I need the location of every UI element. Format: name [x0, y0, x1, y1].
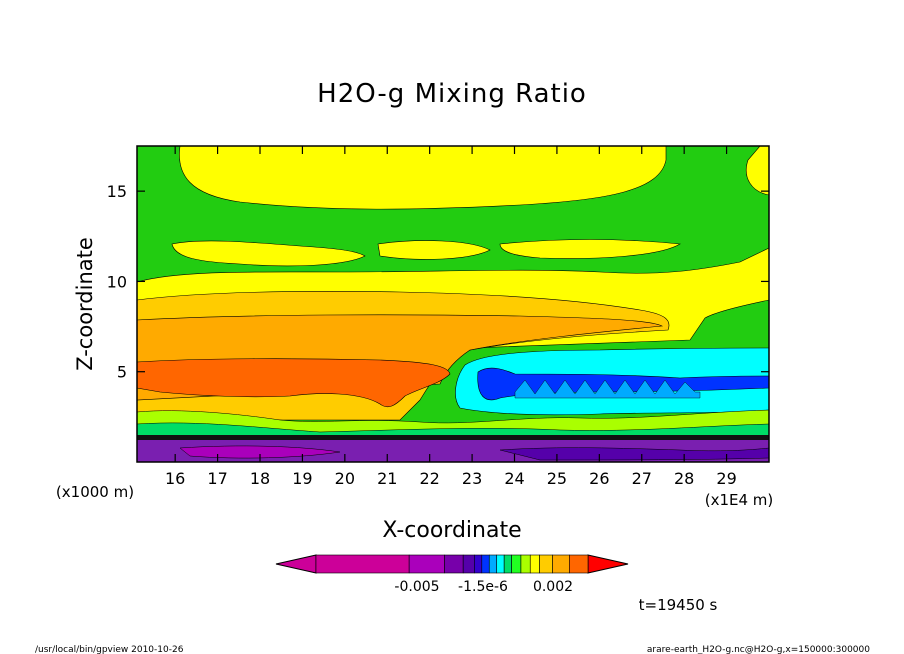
x-tick-label: 18 [250, 469, 270, 488]
colorbar-tick-label: -1.5e-6 [458, 579, 508, 595]
colorbar-tick-label: -0.005 [394, 579, 439, 595]
x-axis-label: X-coordinate [382, 518, 521, 543]
x-tick-label: 17 [207, 469, 227, 488]
low-level-cyan [136, 422, 770, 439]
mid-layer-region-3 [499, 239, 681, 259]
plot-area [136, 145, 770, 463]
y-axis-label: Z-coordinate [73, 237, 97, 371]
x-tick-label: 21 [377, 469, 397, 488]
mid-layer-region-1 [171, 240, 366, 267]
x-tick-label: 25 [547, 469, 567, 488]
x-tick-label: 27 [632, 469, 652, 488]
core-region [136, 358, 451, 408]
x-axis: 16 17 18 19 20 21 22 23 24 25 26 27 28 29 [165, 146, 737, 488]
colorbar-swatch [488, 554, 498, 574]
x-axis-unit: (x1E4 m) [705, 491, 774, 509]
x-tick-label: 19 [292, 469, 312, 488]
colorbar-swatch [520, 554, 531, 574]
y-tick-label: 15 [107, 182, 127, 201]
colorbar-ticks: -0.005 -1.5e-6 0.002 [394, 579, 573, 595]
colorbar-swatch [444, 554, 464, 574]
upper-right-region [746, 145, 770, 196]
colorbar-swatch [474, 554, 483, 574]
colorbar-high-arrow [587, 554, 629, 574]
colorbar-swatch [408, 554, 445, 574]
low-level-band [136, 409, 770, 437]
colorbar-swatch [481, 554, 490, 574]
colorbar-swatch [496, 554, 505, 574]
colorbar-swatch [539, 554, 553, 574]
x-tick-label: 20 [335, 469, 355, 488]
y-axis-unit: (x1000 m) [56, 483, 134, 501]
y-axis: 5 10 15 [107, 182, 769, 382]
x-tick-label: 26 [589, 469, 609, 488]
lowest-layer-dark [499, 447, 770, 461]
colorbar-swatch [552, 554, 570, 574]
colorbar-swatch [462, 554, 475, 574]
colorbar-swatch [569, 554, 589, 574]
x-tick-label: 22 [419, 469, 439, 488]
x-tick-label: 24 [504, 469, 524, 488]
colorbar-tick-label: 0.002 [533, 579, 573, 595]
chart-title: H2O-g Mixing Ratio [317, 79, 587, 109]
colorbar-swatch [511, 554, 522, 574]
lowest-layer-magenta [179, 445, 341, 459]
x-tick-label: 29 [716, 469, 736, 488]
colorbar-swatch [315, 554, 410, 574]
colorbar-swatch [529, 554, 540, 574]
colorbar-swatch [503, 554, 512, 574]
mid-layer-region-2 [377, 240, 491, 260]
surface-band [137, 435, 769, 440]
plot-frame [136, 145, 770, 463]
footer-right: arare-earth_H2O-g.nc@H2O-g,x=150000:3000… [647, 645, 870, 654]
footer-left: /usr/local/bin/gpview 2010-10-26 [35, 645, 184, 654]
x-tick-label: 16 [165, 469, 185, 488]
colorbar-low-arrow [275, 554, 317, 574]
y-tick-label: 10 [107, 272, 127, 291]
x-tick-label: 28 [674, 469, 694, 488]
colorbar [275, 554, 629, 574]
upper-moist-region [179, 145, 667, 210]
dry-core-sawtooth [514, 379, 701, 399]
time-label: t=19450 s [639, 596, 718, 614]
x-tick-label: 23 [462, 469, 482, 488]
y-tick-label: 5 [117, 363, 127, 382]
